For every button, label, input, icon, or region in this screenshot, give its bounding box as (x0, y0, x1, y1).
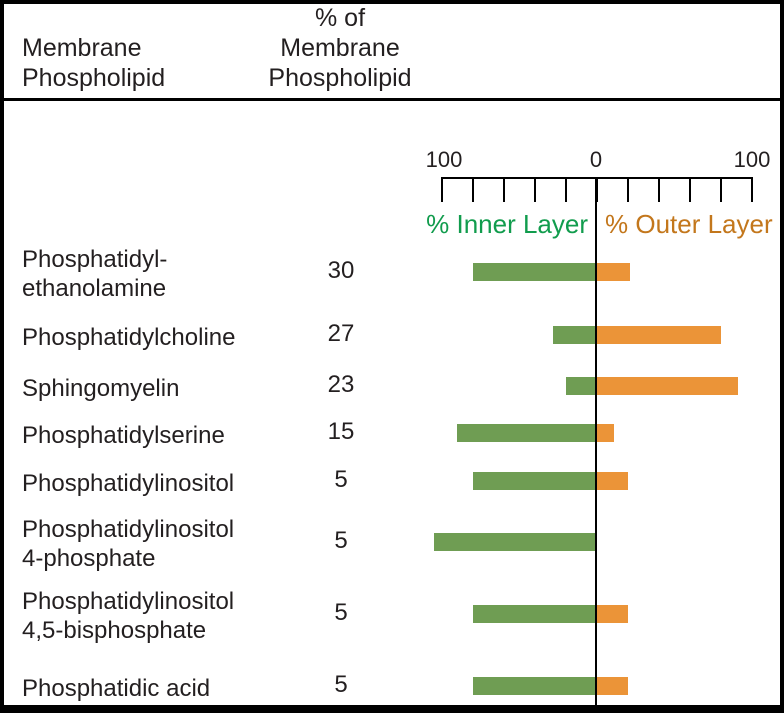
row-percent-of-membrane-value: 5 (334, 466, 348, 493)
header-line: Membrane (22, 34, 142, 62)
row-label: Phosphatidic acid (22, 674, 210, 703)
outer-layer-bar (597, 605, 628, 623)
inner-layer-bar (433, 533, 595, 551)
inner-layer-bar (553, 326, 595, 344)
axis-tick (565, 177, 567, 202)
row-percent-of-membrane-value: 5 (334, 599, 348, 626)
axis-tick (596, 177, 598, 202)
row-label-line: Phosphatidylcholine (22, 323, 236, 351)
column-header-membrane-phospholipid: Membrane Phospholipid (22, 33, 165, 93)
figure-border-left (0, 0, 4, 713)
figure-border-bottom (0, 705, 784, 713)
legend-outer-layer: % Outer Layer (605, 209, 773, 239)
axis-tick (627, 177, 629, 202)
row-label-line: Phosphatidylinositol (22, 469, 235, 497)
outer-layer-bar (597, 377, 739, 395)
header-divider-line (0, 98, 784, 101)
outer-layer-bar (597, 677, 628, 695)
row-label-line: Phosphatidylinositol (22, 516, 235, 543)
header-line: Membrane (280, 34, 400, 62)
row-label: Phosphatidylinositol 4-phosphate (22, 515, 234, 573)
row-label: Phosphatidyl-ethanolamine (22, 245, 167, 303)
inner-layer-bar (472, 677, 595, 695)
zero-baseline (595, 177, 597, 705)
row-percent-of-membrane-value: 27 (327, 320, 355, 347)
row-label: Phosphatidylserine (22, 421, 225, 450)
header-line: % of (314, 4, 366, 32)
inner-layer-bar (472, 605, 595, 623)
axis-tick (441, 177, 443, 202)
axis-tick (720, 177, 722, 202)
row-label-line: 4,5-bisphosphate (22, 617, 207, 644)
legend-inner-layer: % Inner Layer (426, 209, 588, 239)
inner-layer-bar (457, 424, 595, 442)
outer-layer-bar (597, 424, 615, 442)
row-label-line: Phosphatidylinositol (22, 588, 235, 615)
axis-tick-label-right-100: 100 (733, 147, 771, 172)
row-percent-of-membrane-value: 15 (327, 418, 355, 445)
row-label: Phosphatidylcholine (22, 323, 235, 352)
row-percent-of-membrane-value: 5 (334, 671, 348, 698)
figure-border-right (780, 0, 784, 713)
inner-layer-bar (472, 263, 595, 281)
row-label-line: Phosphatidylserine (22, 421, 225, 449)
row-label-line: Phosphatidyl- (22, 246, 168, 273)
axis-tick (503, 177, 505, 202)
row-percent-of-membrane-value: 23 (327, 371, 355, 398)
row-percent-of-membrane-value: 30 (327, 257, 355, 284)
axis-tick (751, 177, 753, 202)
row-label: Sphingomyelin (22, 374, 179, 403)
row-label-line: ethanolamine (22, 275, 167, 302)
row-label: Phosphatidylinositol (22, 469, 234, 498)
row-label-line: Phosphatidic acid (22, 674, 211, 702)
figure-border-top (0, 0, 784, 4)
outer-layer-bar (597, 472, 628, 490)
axis-tick (689, 177, 691, 202)
inner-layer-bar (472, 472, 595, 490)
outer-layer-bar (597, 263, 630, 281)
axis-tick (658, 177, 660, 202)
axis-tick-label-left-100: 100 (425, 147, 463, 172)
column-header-percent-of-membrane-phospholipid: % of Membrane Phospholipid (230, 3, 450, 93)
row-label-line: Sphingomyelin (22, 374, 180, 402)
header-line: Phospholipid (268, 64, 412, 92)
row-percent-of-membrane-value: 5 (334, 527, 348, 554)
outer-layer-bar (597, 326, 721, 344)
row-label-line: 4-phosphate (22, 545, 156, 572)
axis-tick (472, 177, 474, 202)
header-line: Phospholipid (22, 64, 166, 92)
axis-tick-label-zero: 0 (589, 147, 603, 172)
row-label: Phosphatidylinositol 4,5-bisphosphate (22, 587, 234, 645)
inner-layer-bar (565, 377, 595, 395)
axis-tick (534, 177, 536, 202)
